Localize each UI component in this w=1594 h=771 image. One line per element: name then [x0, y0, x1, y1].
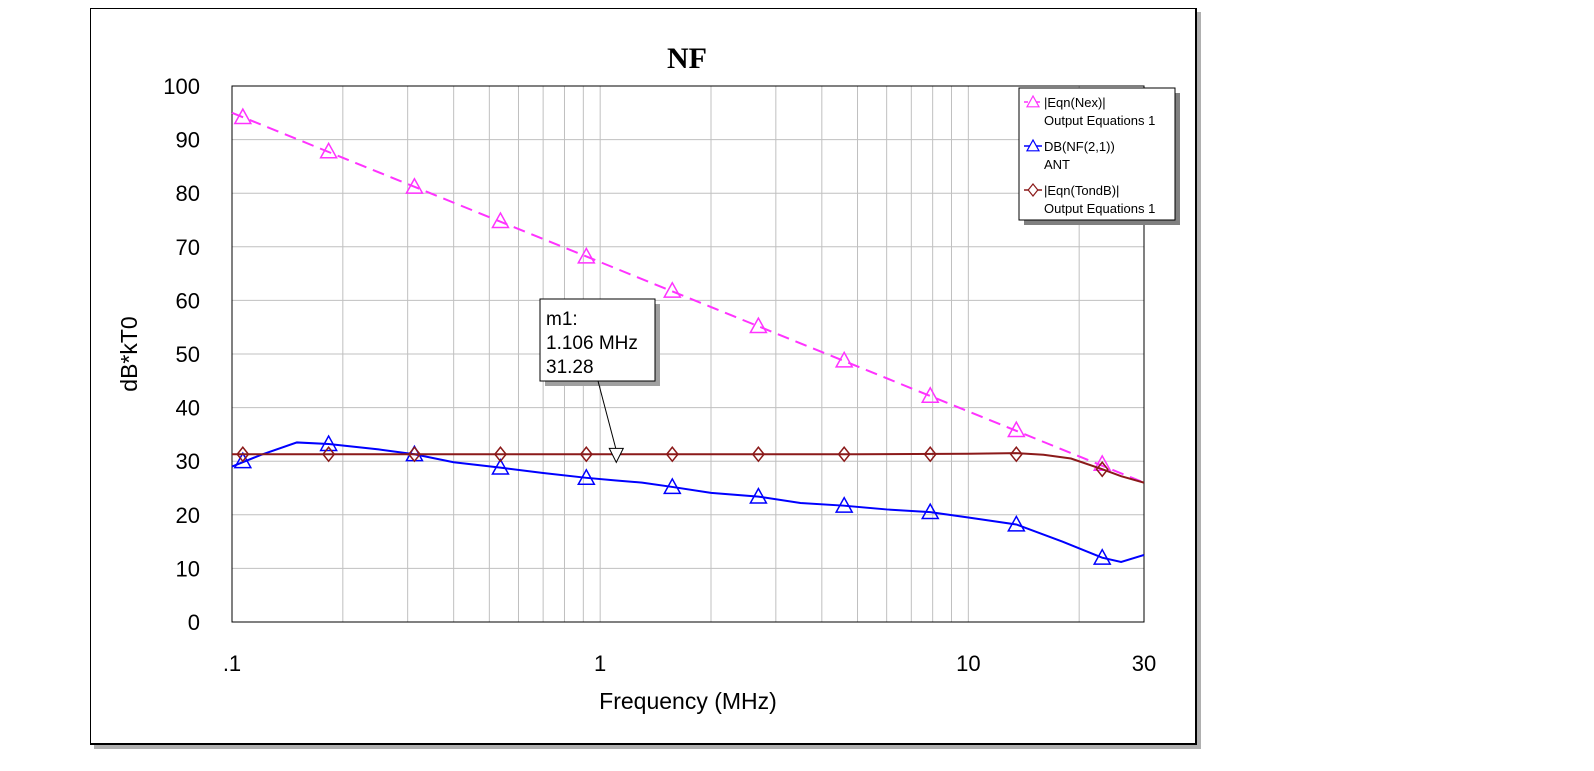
- triangle-marker: [577, 246, 596, 264]
- triangle-marker: [577, 468, 596, 485]
- legend-series-name: |Eqn(Nex)|: [1044, 95, 1106, 110]
- diamond-marker: [923, 446, 937, 463]
- triangle-marker: [1092, 548, 1112, 565]
- triangle-marker: [233, 107, 253, 125]
- y-tick-label: 20: [176, 503, 200, 528]
- x-ticks: .1 1 10 30: [223, 651, 1156, 676]
- y-axis-label: dB*kT0: [116, 316, 142, 391]
- y-tick-label: 30: [176, 449, 200, 474]
- legend-series-source: Output Equations 1: [1044, 113, 1155, 128]
- diamond-marker: [236, 446, 250, 463]
- marker-leader-line: [597, 380, 617, 451]
- x-tick-label: 1: [594, 651, 606, 676]
- legend-series-name: |Eqn(TondB)|: [1044, 183, 1119, 198]
- triangle-marker: [491, 211, 510, 229]
- series-line: [231, 441, 1145, 564]
- grid: [232, 86, 1144, 622]
- x-tick-label: 10: [956, 651, 980, 676]
- triangle-marker: [834, 350, 854, 368]
- triangle-marker: [663, 281, 682, 298]
- marker-box: [539, 298, 656, 382]
- diamond-marker: [665, 446, 679, 463]
- triangle-marker: [405, 177, 424, 194]
- diamond-marker: [493, 446, 508, 463]
- series-2: [232, 446, 1145, 484]
- triangle-marker: [233, 451, 253, 469]
- diamond-marker: [1095, 461, 1109, 478]
- series-1: [231, 434, 1145, 565]
- x-tick-label: 30: [1132, 651, 1156, 676]
- triangle-marker: [319, 141, 338, 159]
- triangle-marker: [749, 487, 768, 504]
- legend-box: [1018, 87, 1176, 221]
- legend-triangle-icon: [1025, 94, 1041, 108]
- x-axis-label: Frequency (MHz): [599, 688, 777, 714]
- marker-pointer-icon: [608, 447, 625, 464]
- triangle-marker: [1007, 420, 1026, 438]
- y-tick-label: 10: [176, 556, 200, 581]
- triangle-marker: [749, 316, 768, 334]
- diamond-marker: [837, 446, 851, 463]
- diamond-marker: [751, 446, 765, 463]
- y-tick-label: 40: [176, 396, 200, 421]
- y-tick-label: 90: [176, 128, 200, 153]
- y-tick-label: 100: [163, 74, 200, 99]
- y-tick-label: 50: [176, 342, 200, 367]
- legend: |Eqn(Nex)| Output Equations 1 DB(NF(2,1)) A…: [1018, 87, 1180, 225]
- diamond-marker: [1009, 446, 1023, 463]
- diamond-marker: [407, 446, 422, 463]
- y-tick-label: 0: [188, 610, 200, 635]
- triangle-marker: [834, 496, 854, 513]
- legend-diamond-icon: [1027, 183, 1039, 197]
- y-tick-label: 60: [176, 288, 200, 313]
- triangle-marker: [663, 477, 682, 495]
- series-0: [231, 107, 1145, 484]
- marker-y-value: 31.28: [546, 357, 594, 378]
- marker-label: m1:: [546, 309, 578, 330]
- chart-title: NF: [667, 42, 707, 75]
- triangle-marker: [920, 502, 940, 520]
- triangle-marker: [920, 386, 940, 403]
- legend-series-source: ANT: [1044, 157, 1070, 172]
- y-tick-label: 80: [176, 181, 200, 206]
- y-tick-label: 70: [176, 235, 200, 260]
- marker-annotation[interactable]: m1: 1.106 MHz 31.28: [539, 298, 660, 464]
- y-ticks: 0 10 20 30 40 50 60 70 80 90 100: [163, 74, 200, 635]
- triangle-marker: [1007, 514, 1026, 532]
- plot-area-border: [231, 85, 1145, 623]
- legend-triangle-icon: [1025, 138, 1041, 152]
- diamond-marker: [322, 446, 336, 463]
- x-tick-label: .1: [223, 651, 241, 676]
- marker-x-value: 1.106 MHz: [546, 333, 638, 354]
- series-layer: [231, 107, 1145, 565]
- series-line: [232, 452, 1145, 484]
- series-line: [231, 111, 1145, 484]
- legend-series-name: DB(NF(2,1)): [1044, 139, 1115, 154]
- triangle-marker: [319, 434, 338, 452]
- triangle-marker: [491, 458, 510, 475]
- diamond-marker: [579, 446, 593, 463]
- legend-series-source: Output Equations 1: [1044, 201, 1155, 216]
